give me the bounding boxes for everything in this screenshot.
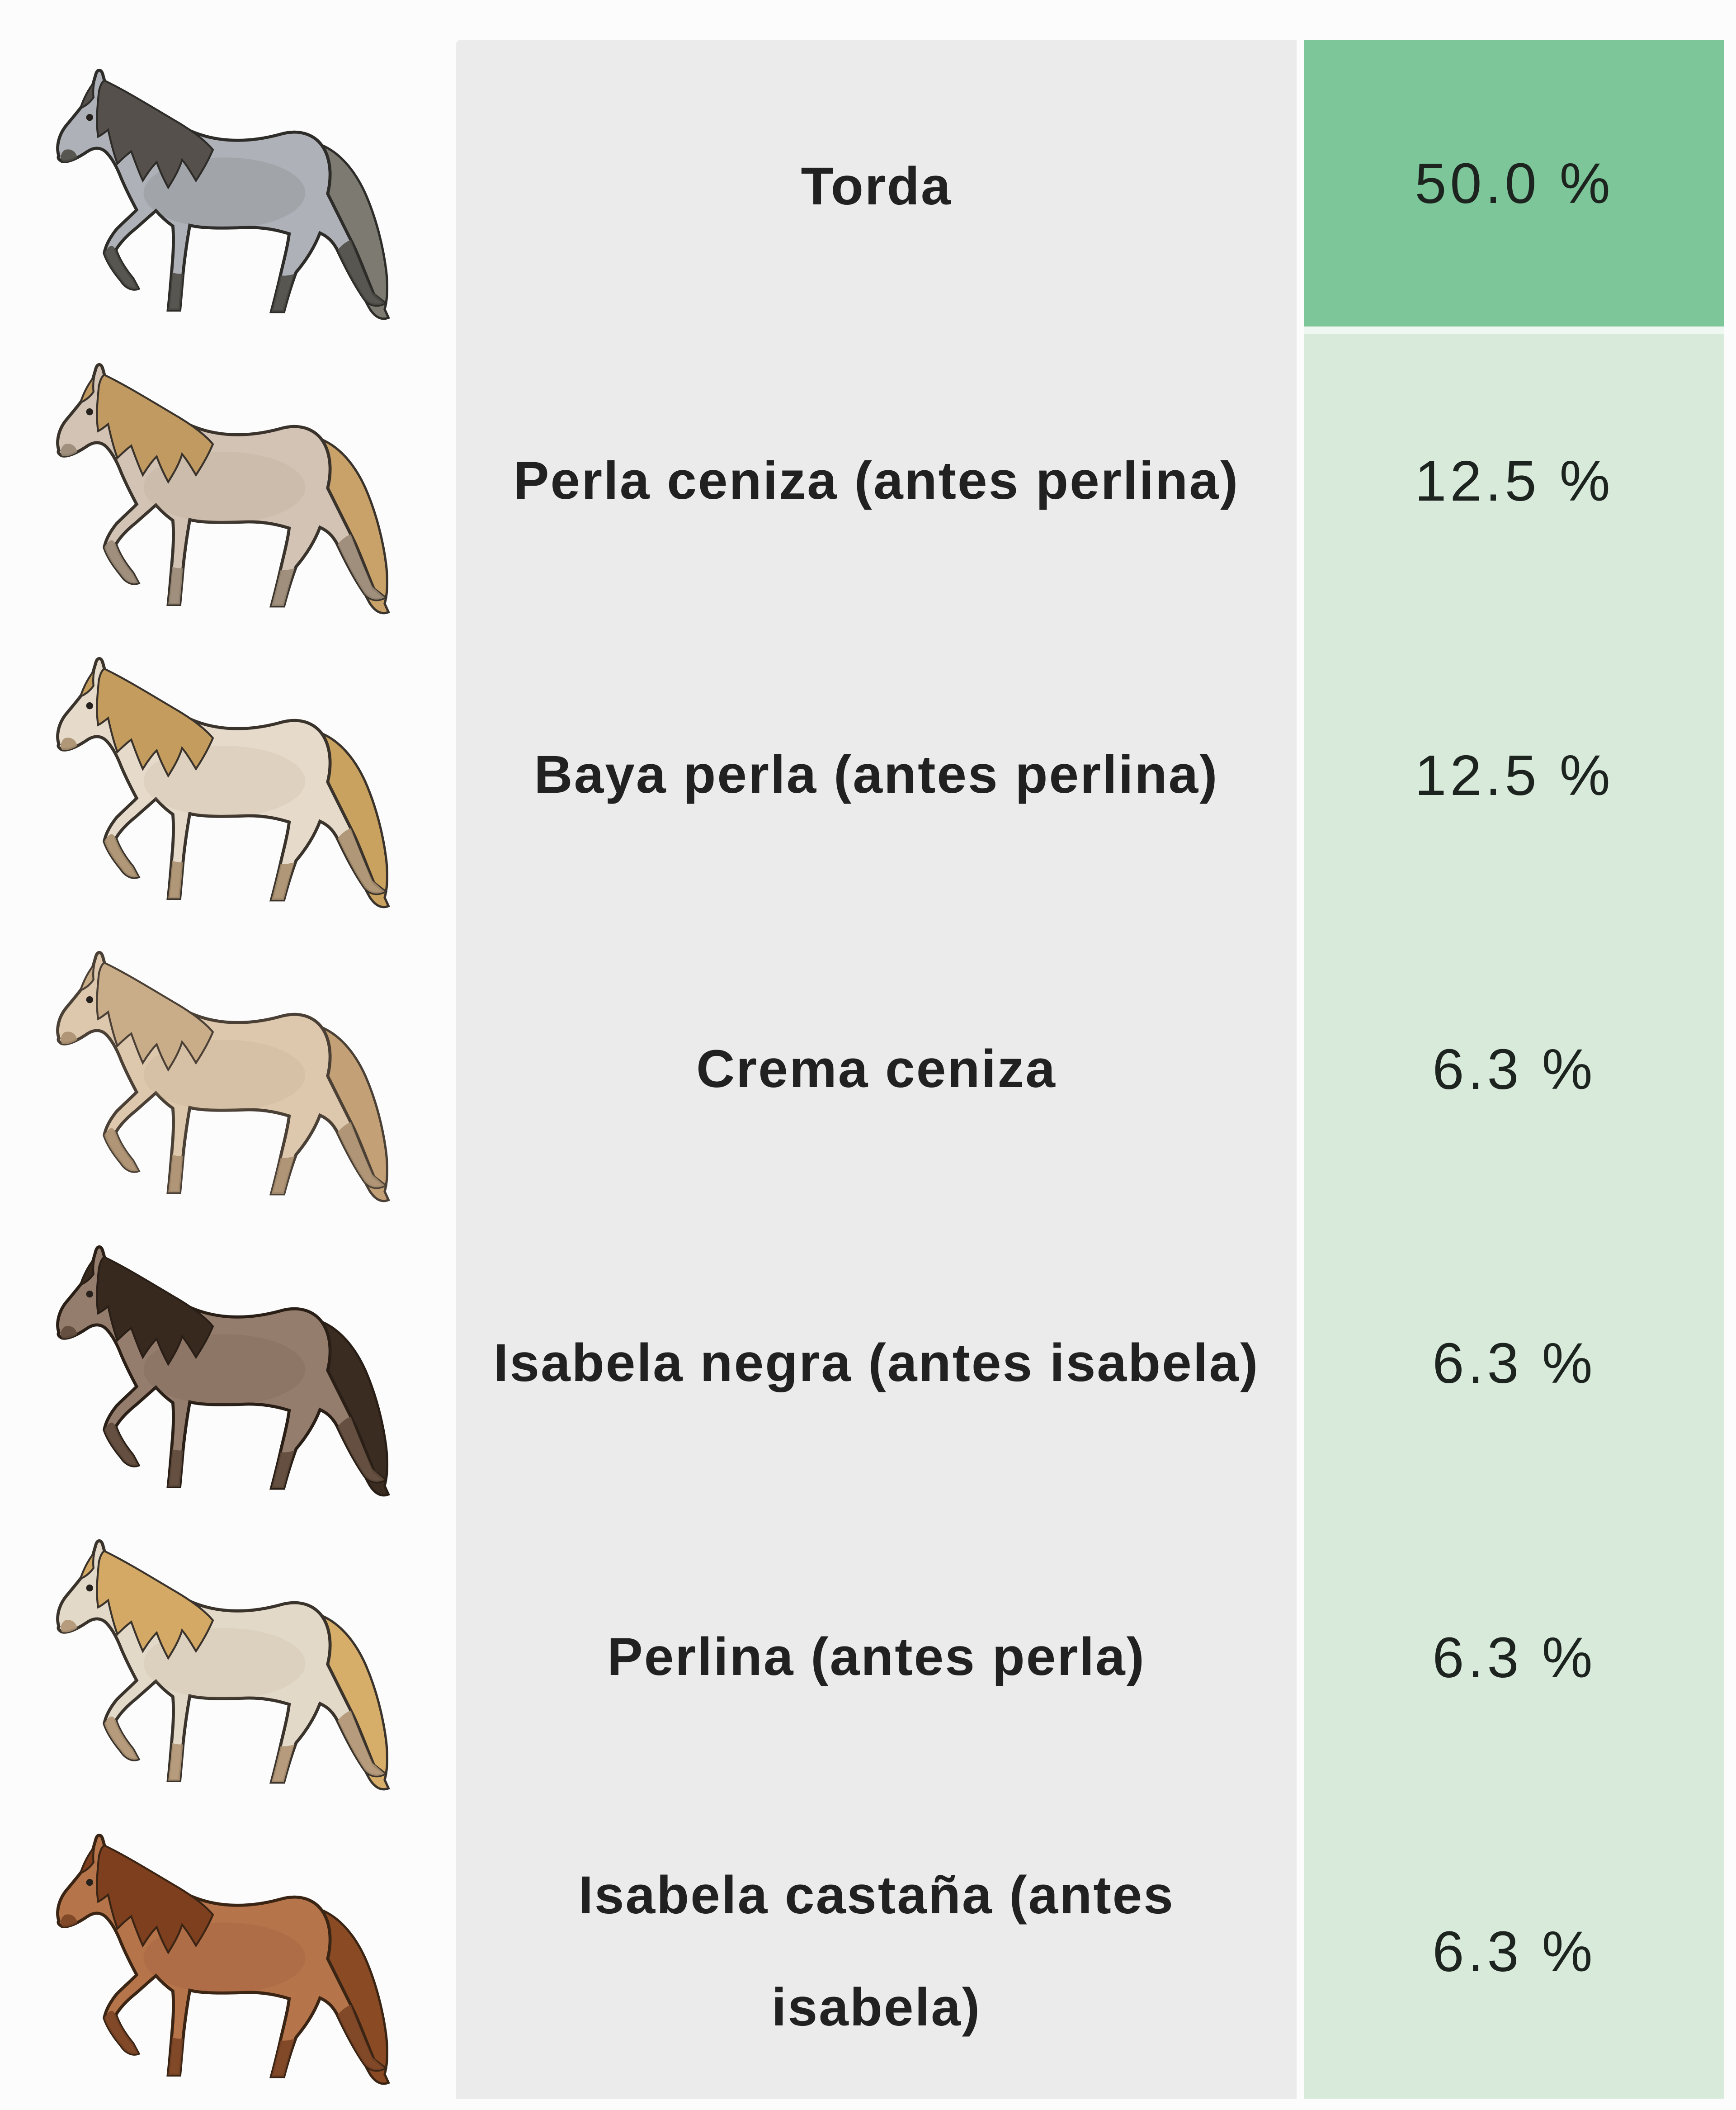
- horse-perlina: [0, 1510, 456, 1804]
- coat-name: Torda: [801, 156, 952, 217]
- cream-horse-illustration: [28, 923, 429, 1216]
- dark-isabella-horse-illustration: [28, 1217, 429, 1510]
- horse-baya-perla: [0, 628, 456, 922]
- pearl-gray-horse-illustration: [28, 335, 429, 628]
- coat-name: Baya perla (antes perlina): [534, 745, 1219, 805]
- horse-crema-ceniza: [0, 922, 456, 1216]
- coat-name: Crema ceniza: [696, 1039, 1057, 1099]
- horse-illustration-column: [0, 40, 456, 2099]
- probability-value: 12.5 %: [1415, 743, 1614, 807]
- coat-name: Perlina (antes perla): [607, 1627, 1146, 1687]
- horse-isabela-negra: [0, 1216, 456, 1510]
- horse-perla-ceniza: [0, 334, 456, 628]
- gray-horse-illustration: [28, 40, 429, 333]
- horse-torda: [0, 40, 456, 334]
- probability-value: 6.3 %: [1432, 1920, 1596, 1984]
- horse-isabela-castana: [0, 1805, 456, 2099]
- coat-name-column: Torda Perla ceniza (antes perlina) Baya …: [456, 40, 1297, 2099]
- coat-name: Isabela castaña (antes isabela): [578, 1865, 1175, 2037]
- perlino-horse-illustration: [28, 1511, 429, 1804]
- coat-name: Perla ceniza (antes perlina): [513, 450, 1240, 511]
- probability-value: 6.3 %: [1432, 1625, 1596, 1689]
- probability-value: 6.3 %: [1432, 1037, 1596, 1101]
- coat-name: Isabela negra (antes isabela): [493, 1333, 1260, 1393]
- probability-value: 12.5 %: [1415, 449, 1614, 513]
- probability-value-highlighted: 50.0 %: [1304, 40, 1724, 334]
- pearl-bay-horse-illustration: [28, 629, 429, 922]
- chestnut-horse-illustration: [28, 1805, 429, 2098]
- probability-column: 50.0 % 12.5 % 12.5 % 6.3 % 6.3 % 6.3 % 6…: [1304, 40, 1724, 2099]
- probability-value: 6.3 %: [1432, 1331, 1596, 1396]
